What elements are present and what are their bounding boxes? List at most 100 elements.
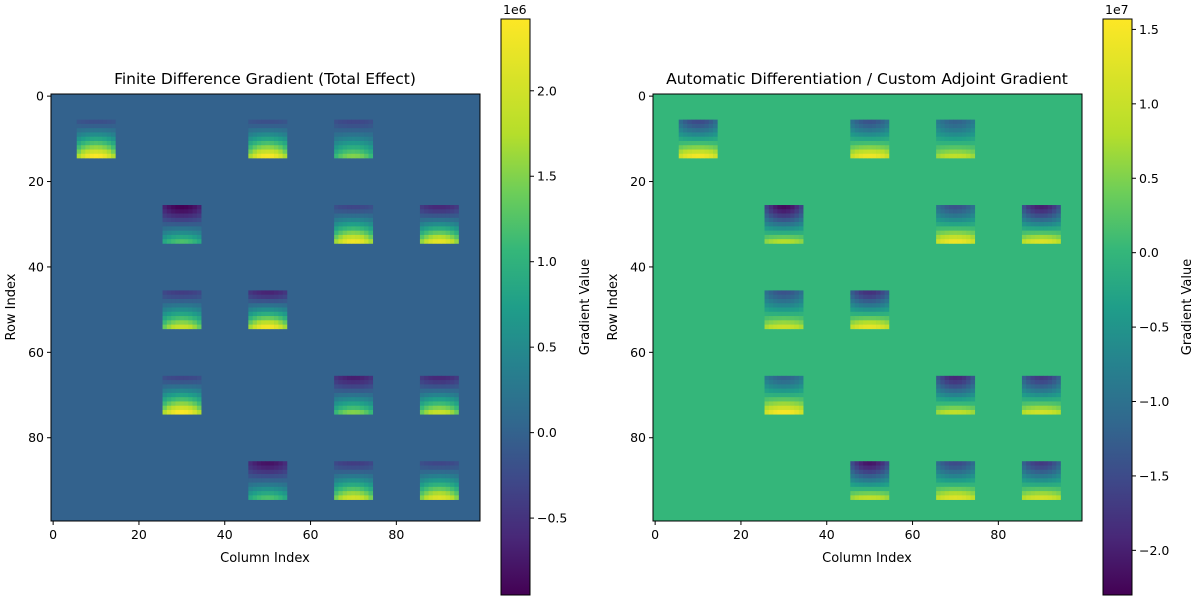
heatmap-cell — [256, 153, 262, 159]
heatmap-cell — [708, 119, 714, 125]
heatmap-cell — [1043, 461, 1048, 466]
heatmap-cell — [252, 145, 258, 150]
heatmap-cell — [683, 140, 688, 146]
heatmap-cell — [449, 375, 455, 381]
heatmap-cell — [781, 290, 787, 295]
heatmap-cell — [196, 409, 202, 415]
heatmap-cell — [248, 119, 253, 125]
heatmap-cell — [884, 316, 890, 321]
heatmap-cell — [432, 205, 438, 210]
heatmap-cell — [863, 119, 868, 125]
heatmap-cell — [282, 307, 288, 313]
heatmap-cell — [342, 491, 348, 496]
heatmap-cell — [957, 397, 963, 402]
heatmap-cell — [424, 230, 429, 236]
heatmap-cell — [1021, 491, 1027, 496]
heatmap-cell — [884, 478, 890, 483]
heatmap-cell — [1051, 380, 1057, 385]
heatmap-cell — [162, 380, 168, 385]
heatmap-cell — [171, 205, 176, 210]
heatmap-cell — [854, 482, 860, 488]
heatmap-cell — [454, 486, 459, 492]
heatmap-cell — [196, 234, 202, 240]
heatmap-cell — [1034, 213, 1040, 219]
heatmap-cell — [781, 405, 787, 411]
heatmap-cell — [683, 119, 688, 125]
heatmap-cell — [437, 495, 442, 500]
heatmap-cell — [338, 491, 344, 496]
heatmap-cell — [966, 234, 971, 240]
heatmap-cell — [338, 375, 344, 381]
heatmap-cell — [166, 409, 172, 415]
heatmap-cell — [274, 128, 279, 133]
heatmap-patch — [162, 290, 202, 330]
heatmap-cell — [265, 145, 271, 150]
heatmap-cell — [445, 226, 451, 231]
heatmap-cell — [678, 132, 684, 137]
heatmap-cell — [863, 307, 868, 313]
heatmap-cell — [274, 320, 279, 325]
heatmap-cell — [342, 222, 348, 227]
heatmap-cell — [437, 465, 442, 471]
heatmap-cell — [953, 205, 958, 210]
heatmap-cell — [338, 380, 344, 385]
heatmap-cell — [359, 375, 365, 381]
heatmap-cell — [773, 388, 778, 394]
heatmap-cell — [773, 375, 778, 381]
heatmap-cell — [274, 491, 279, 496]
heatmap-cell — [1047, 380, 1053, 385]
heatmap-cell — [880, 303, 885, 308]
heatmap-cell — [700, 136, 705, 142]
heatmap-cell — [880, 320, 885, 325]
heatmap-cell — [248, 294, 253, 300]
heatmap-cell — [961, 145, 967, 150]
heatmap-cell — [871, 316, 877, 321]
heatmap-cell — [854, 469, 860, 475]
heatmap-cell — [1030, 230, 1036, 236]
heatmap-cell — [854, 123, 860, 129]
heatmap-cell — [196, 294, 202, 300]
heatmap-cell — [428, 234, 434, 240]
heatmap-cell — [1051, 478, 1057, 483]
heatmap-cell — [957, 145, 963, 150]
heatmap-cell — [858, 491, 864, 496]
heatmap-cell — [785, 409, 791, 415]
heatmap-cell — [1021, 482, 1027, 488]
heatmap-cell — [269, 491, 275, 496]
heatmap-cell — [81, 119, 86, 125]
heatmap-cell — [359, 474, 365, 479]
heatmap-cell — [428, 405, 434, 411]
heatmap-cell — [949, 222, 954, 227]
heatmap-cell — [441, 469, 446, 475]
heatmap-cell — [966, 230, 971, 236]
heatmap-cell — [449, 405, 455, 411]
heatmap-cell — [76, 136, 82, 142]
heatmap-cell — [764, 226, 770, 231]
heatmap-cell — [773, 401, 778, 407]
heatmap-cell — [785, 384, 791, 389]
heatmap-cell — [188, 405, 193, 411]
heatmap-cell — [368, 491, 374, 496]
colorbar-tick-label: 0.5 — [537, 340, 557, 355]
heatmap-cell — [171, 298, 176, 304]
heatmap-cell — [961, 123, 967, 129]
heatmap-cell — [183, 303, 189, 308]
heatmap-cell — [1056, 222, 1061, 227]
heatmap-cell — [359, 132, 365, 137]
heatmap-cell — [359, 469, 365, 475]
heatmap-cell — [970, 486, 976, 492]
heatmap-cell — [342, 145, 348, 150]
x-tick-label: 40 — [819, 527, 835, 542]
heatmap-cell — [252, 469, 258, 475]
heatmap-cell — [863, 132, 868, 137]
heatmap-cell — [936, 375, 941, 381]
heatmap-cell — [876, 461, 881, 466]
heatmap-cell — [936, 132, 941, 137]
heatmap-cell — [691, 123, 697, 129]
heatmap-cell — [274, 153, 279, 159]
heatmap-patch — [1021, 205, 1061, 244]
heatmap-cell — [790, 303, 795, 308]
heatmap-cell — [1034, 234, 1040, 240]
heatmap-cell — [188, 380, 193, 385]
heatmap-cell — [252, 136, 258, 142]
